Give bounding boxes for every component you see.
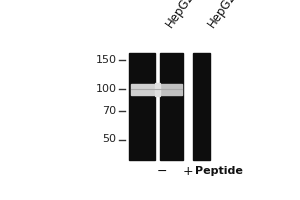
Text: HepG2: HepG2 xyxy=(163,0,197,30)
Bar xyxy=(193,53,209,160)
Bar xyxy=(155,83,160,96)
Text: 50: 50 xyxy=(103,134,116,144)
Text: 100: 100 xyxy=(95,84,116,94)
Text: HepG2: HepG2 xyxy=(205,0,238,30)
Bar xyxy=(129,53,155,160)
Text: 70: 70 xyxy=(102,106,116,116)
Text: −: − xyxy=(157,165,167,178)
Bar xyxy=(130,84,154,95)
Bar xyxy=(161,84,182,95)
Text: Peptide: Peptide xyxy=(195,166,243,176)
Text: +: + xyxy=(182,165,193,178)
Text: 150: 150 xyxy=(95,55,116,65)
Bar xyxy=(160,53,183,160)
